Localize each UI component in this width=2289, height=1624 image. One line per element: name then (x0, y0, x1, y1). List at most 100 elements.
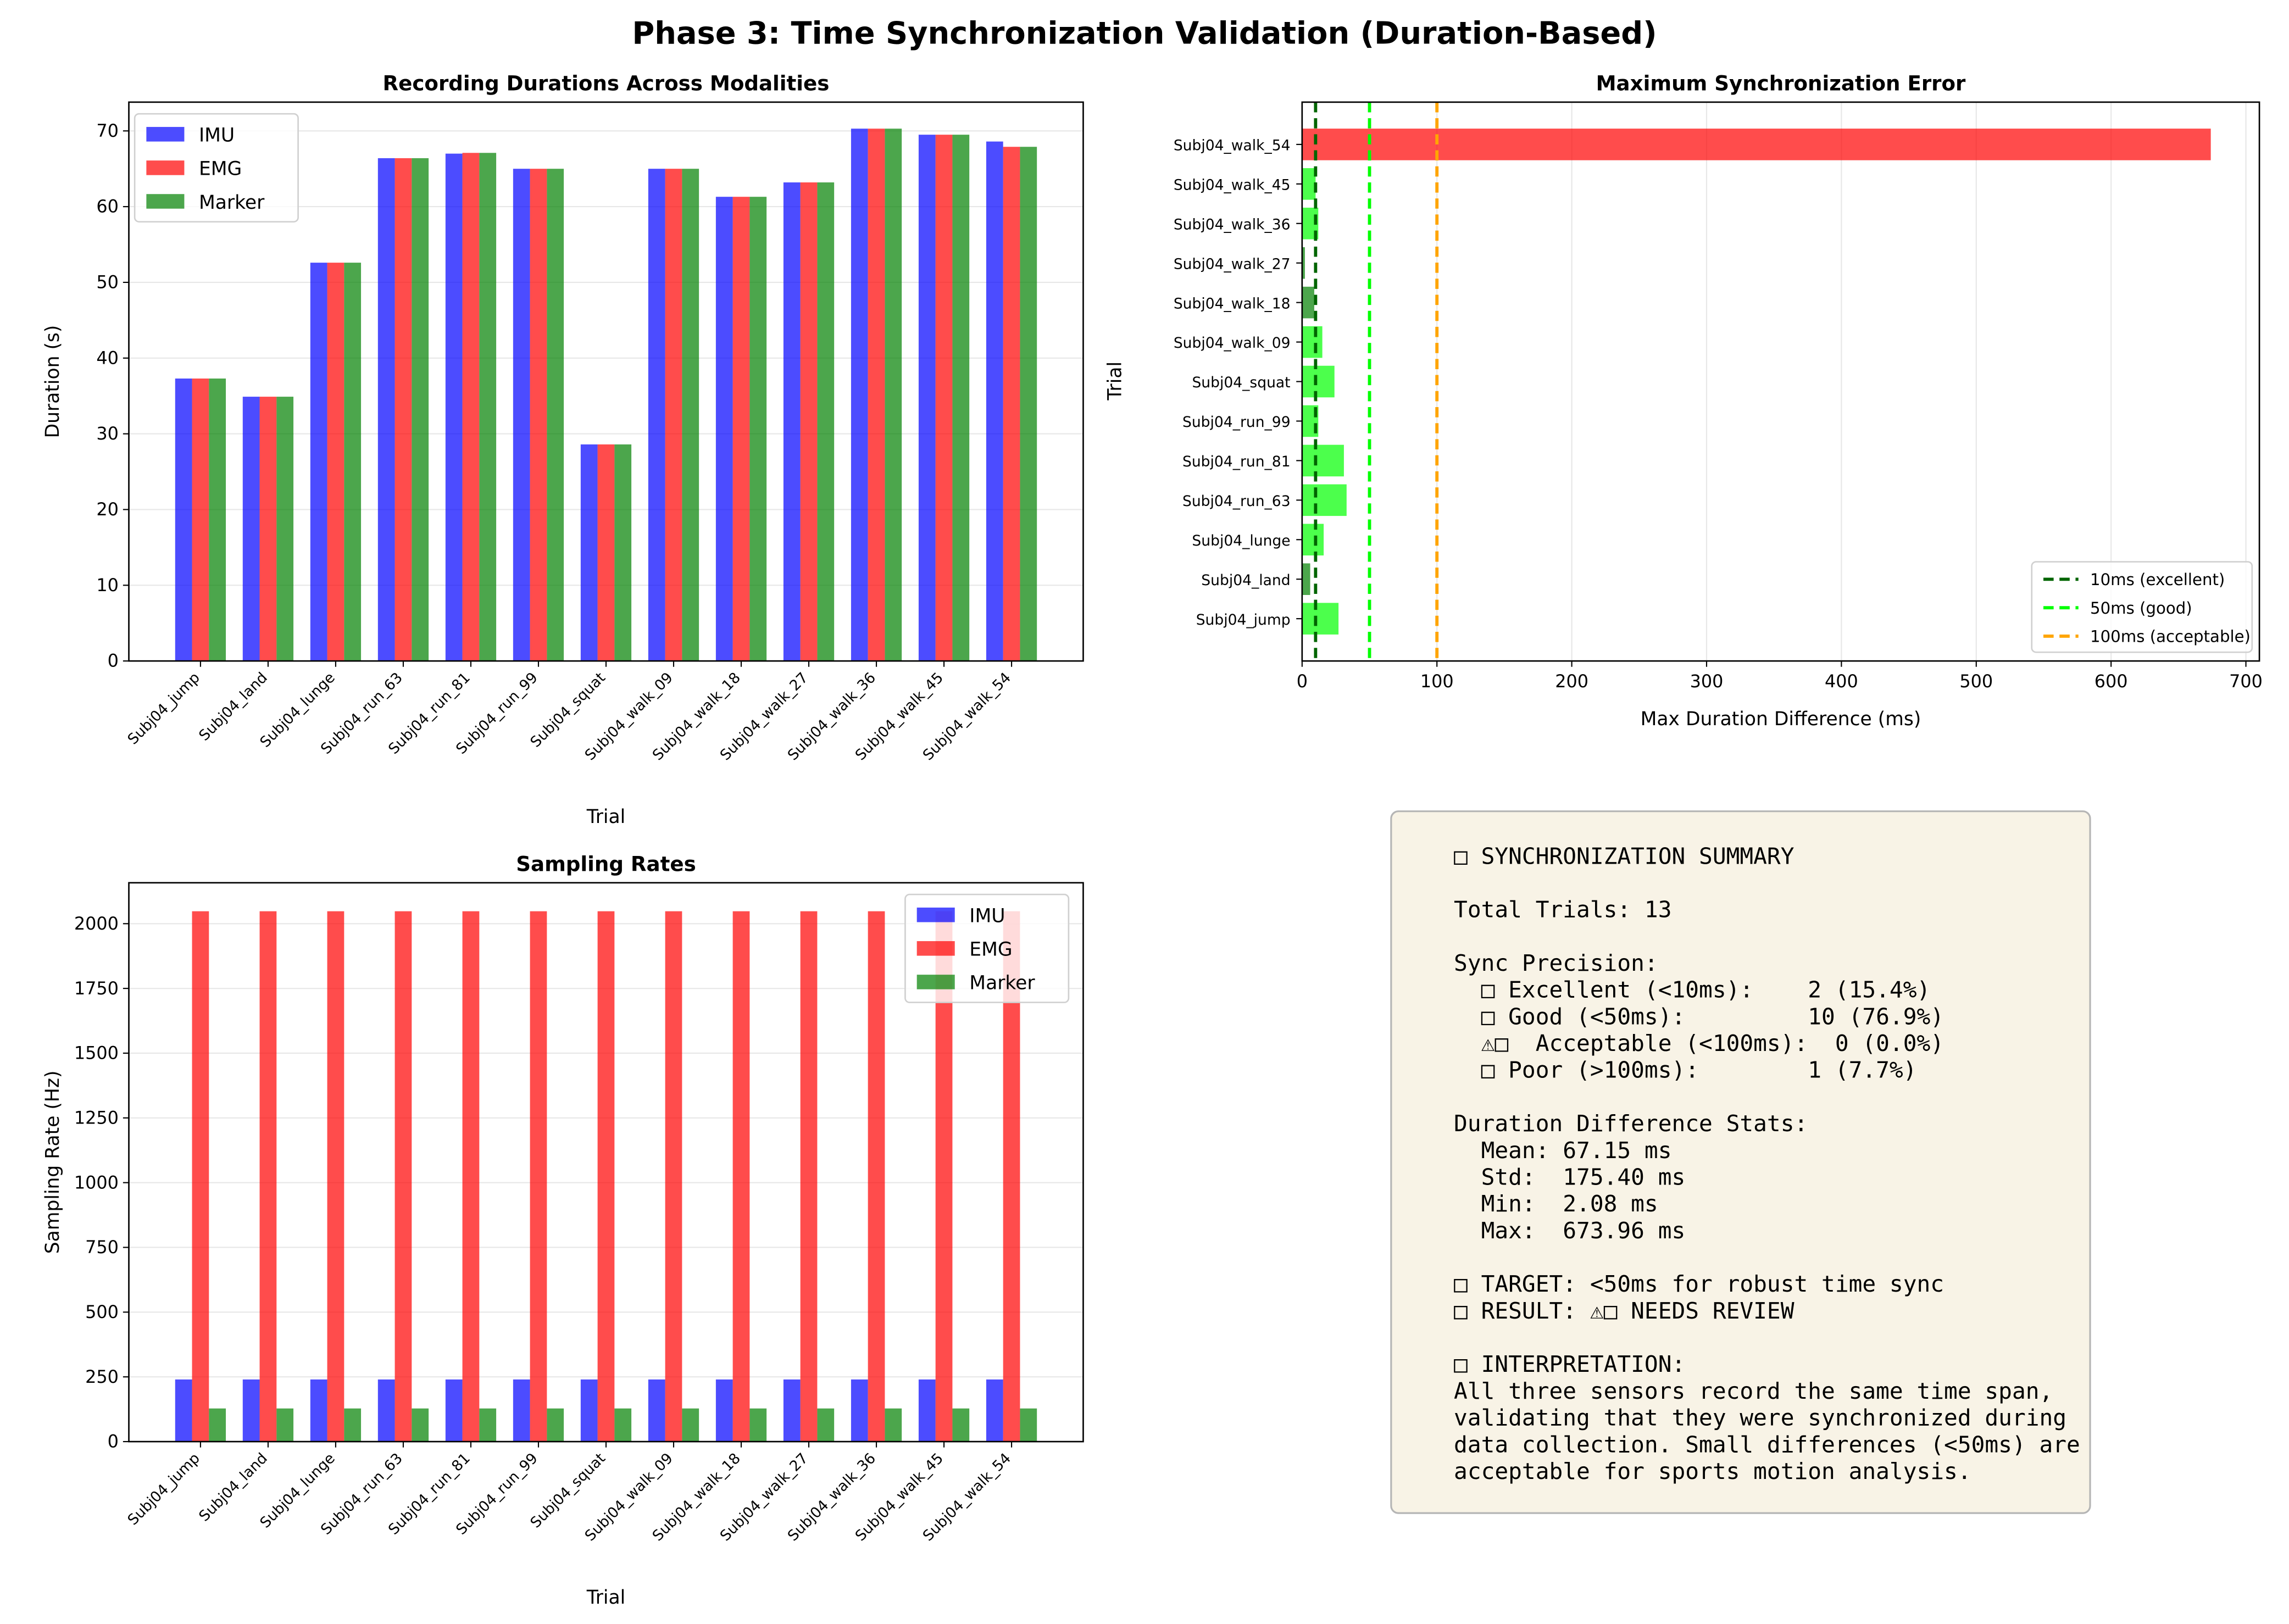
bar-marker-subj04_squat (614, 444, 632, 661)
bar-imu-subj04_walk_45 (918, 135, 936, 661)
legend-swatch-imu (146, 127, 185, 142)
bar-subj04_squat (1302, 365, 1335, 398)
bar-imu-subj04_run_99 (513, 1379, 530, 1442)
legend-label-emg: EMG (199, 158, 242, 180)
y-tick-label: 750 (85, 1237, 119, 1258)
y-tick-label: 1500 (74, 1043, 119, 1064)
summary-line: Max: 673.96 ms (1454, 1217, 1685, 1244)
legend-label-100ms: 100ms (acceptable) (2090, 627, 2251, 646)
x-tick-label: 600 (2094, 671, 2128, 692)
x-tick-label: 300 (1690, 671, 1724, 692)
sync-error-chart: 0 100 200 300 400 500 600 700 Subj04_jump Subj04_… (1104, 71, 2263, 730)
legend: 10ms (excellent) 50ms (good) 100ms (accept… (2031, 561, 2253, 653)
x-tick-label: 400 (1825, 671, 1858, 692)
bar-emg-subj04_walk_09 (665, 169, 682, 661)
bar-marker-subj04_walk_45 (952, 135, 970, 661)
bar-marker-subj04_walk_54 (1020, 1408, 1037, 1442)
bar-imu-subj04_walk_18 (715, 1379, 733, 1442)
axes-frame (128, 882, 1084, 1443)
summary-line: Total Trials: 13 (1454, 897, 1671, 923)
bar-marker-subj04_walk_54 (1020, 147, 1037, 661)
bar-imu-subj04_walk_45 (918, 1379, 936, 1442)
y-tick-label: 60 (96, 196, 119, 217)
y-tick-label: Subj04_walk_18 (1174, 295, 1291, 312)
y-tick-label: 10 (96, 575, 119, 596)
x-tick-label: 700 (2229, 671, 2263, 692)
bar-emg-subj04_land (259, 911, 277, 1442)
bar-marker-subj04_land (276, 1408, 294, 1442)
y-tick-label: Subj04_run_63 (1182, 493, 1291, 510)
bar-imu-subj04_run_81 (445, 1379, 463, 1442)
legend: IMU EMG Marker (134, 113, 299, 223)
bar-imu-subj04_land (242, 1379, 260, 1442)
summary-line: □ RESULT: ⚠□ NEEDS REVIEW (1454, 1298, 1794, 1324)
bar-emg-subj04_walk_45 (935, 135, 953, 661)
x-tick-label: 0 (1297, 671, 1308, 692)
bar-marker-subj04_run_81 (479, 1408, 497, 1442)
bar-imu-subj04_walk_18 (715, 197, 733, 661)
bar-marker-subj04_walk_36 (885, 129, 902, 661)
bar-imu-subj04_run_63 (377, 158, 395, 661)
bar-subj04_walk_27 (1302, 247, 1305, 279)
y-tick-label: Subj04_lunge (1192, 532, 1290, 549)
bar-emg-subj04_walk_36 (868, 911, 885, 1442)
summary-line: □ Poor (>100ms): 1 (7.7%) (1454, 1057, 1916, 1083)
bar-emg-subj04_run_63 (395, 158, 412, 661)
bar-subj04_walk_09 (1302, 326, 1323, 358)
bar-emg-subj04_jump (192, 911, 209, 1442)
y-tick-label: Subj04_jump (1196, 611, 1291, 629)
y-tick-label: 250 (85, 1366, 119, 1387)
bar-emg-subj04_squat (597, 444, 615, 661)
x-axis-label: Trial (586, 1587, 626, 1609)
bar-marker-subj04_run_63 (412, 1408, 429, 1442)
bar-imu-subj04_walk_54 (986, 1379, 1003, 1442)
legend-label-emg: EMG (969, 939, 1012, 961)
bar-marker-subj04_run_63 (412, 158, 429, 661)
chart-title: Maximum Synchronization Error (1596, 71, 1966, 96)
bar-imu-subj04_walk_09 (648, 169, 665, 661)
legend-frame (2031, 561, 2253, 653)
y-tick-label: Subj04_walk_54 (1174, 137, 1291, 154)
bar-emg-subj04_walk_09 (665, 911, 682, 1442)
chart-title: Sampling Rates (516, 852, 696, 876)
summary-line: Duration Difference Stats: (1454, 1110, 1808, 1137)
y-tick-label: Subj04_walk_36 (1174, 216, 1291, 233)
axes-frame (1301, 101, 2260, 662)
y-tick-label: 1000 (74, 1172, 119, 1193)
bar-emg-subj04_run_63 (395, 911, 412, 1442)
legend-swatch-marker (916, 975, 955, 989)
bar-emg-subj04_squat (597, 911, 615, 1442)
bar-imu-subj04_walk_27 (783, 182, 801, 661)
bar-marker-subj04_run_99 (547, 169, 564, 661)
x-tick-label: 200 (1555, 671, 1588, 692)
bar-imu-subj04_land (242, 397, 260, 661)
x-axis-label: Trial (586, 806, 626, 828)
x-tick-label: 500 (1959, 671, 1993, 692)
summary-line: □ INTERPRETATION: (1454, 1351, 1685, 1377)
legend-label-marker: Marker (969, 972, 1035, 994)
y-axis-label: Trial (1104, 361, 1126, 401)
bar-emg-subj04_land (259, 397, 277, 661)
summary-line: □ Excellent (<10ms): 2 (15.4%) (1454, 977, 1930, 1003)
bar-imu-subj04_lunge (310, 263, 327, 661)
summary-box: □ SYNCHRONIZATION SUMMARY Total Trials: 1… (1390, 810, 2091, 1514)
summary-box-background (1390, 810, 2091, 1514)
bar-imu-subj04_run_99 (513, 169, 530, 661)
bar-emg-subj04_walk_54 (1003, 147, 1020, 661)
y-tick-label: Subj04_run_81 (1182, 453, 1291, 470)
summary-line: All three sensors record the same time s… (1454, 1378, 2053, 1404)
bar-imu-subj04_run_81 (445, 153, 463, 661)
bar-marker-subj04_walk_09 (682, 1408, 699, 1442)
y-tick-label: 0 (108, 650, 119, 671)
bar-imu-subj04_walk_54 (986, 141, 1003, 661)
bar-marker-subj04_run_99 (547, 1408, 564, 1442)
y-axis-label: Sampling Rate (Hz) (42, 1071, 64, 1254)
bar-imu-subj04_lunge (310, 1379, 327, 1442)
bar-subj04_run_81 (1302, 444, 1344, 477)
bar-imu-subj04_walk_09 (648, 1379, 665, 1442)
bar-marker-subj04_lunge (344, 263, 362, 661)
legend-swatch-emg (146, 160, 185, 175)
x-axis-label: Max Duration Difference (ms) (1641, 708, 1921, 730)
bar-marker-subj04_walk_45 (952, 1408, 970, 1442)
